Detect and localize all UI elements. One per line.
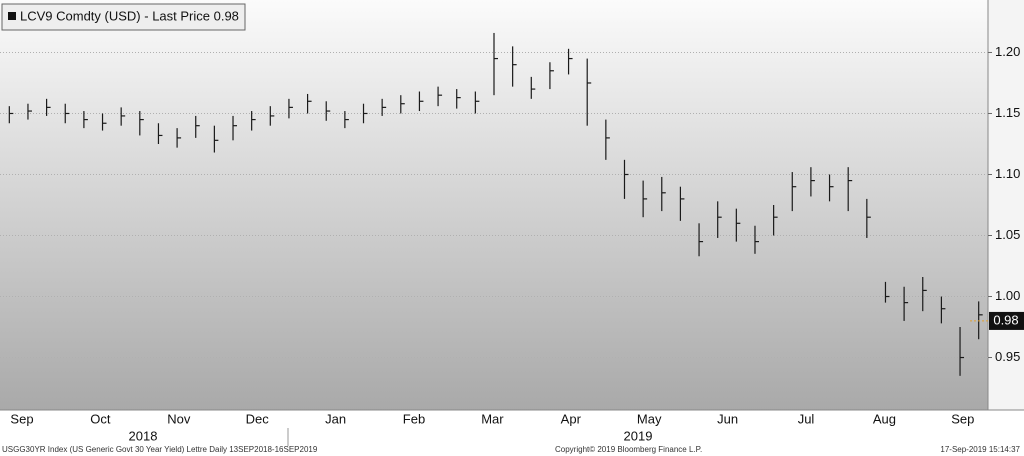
x-tick-label: Sep bbox=[951, 411, 974, 426]
axis-area bbox=[988, 0, 1024, 410]
last-price-box bbox=[989, 311, 1024, 330]
x-tick-label: Aug bbox=[873, 411, 896, 426]
x-tick-label: Apr bbox=[561, 411, 582, 426]
x-tick-label: May bbox=[637, 411, 662, 426]
x-tick-label: Sep bbox=[10, 411, 33, 426]
chart-title: LCV9 Comdty (USD) - Last Price 0.98 bbox=[20, 8, 239, 23]
y-tick-label: 1.05 bbox=[995, 227, 1020, 242]
x-tick-label: Feb bbox=[403, 411, 425, 426]
footer-left: USGG30YR Index (US Generic Govt 30 Year … bbox=[2, 445, 318, 454]
x-tick-label: Jun bbox=[717, 411, 738, 426]
x-tick-label: Oct bbox=[90, 411, 111, 426]
y-tick-label: 0.95 bbox=[995, 349, 1020, 364]
last-price-label: 0.98 bbox=[993, 312, 1018, 327]
year-label: 2019 bbox=[624, 428, 653, 443]
year-label: 2018 bbox=[129, 428, 158, 443]
x-tick-label: Jul bbox=[798, 411, 815, 426]
footer-center: Copyright© 2019 Bloomberg Finance L.P. bbox=[555, 445, 702, 454]
x-tick-label: Dec bbox=[246, 411, 270, 426]
title-box bbox=[1, 3, 246, 31]
x-tick-label: Mar bbox=[481, 411, 504, 426]
y-tick-label: 1.10 bbox=[995, 166, 1020, 181]
legend-swatch bbox=[8, 12, 16, 20]
y-tick-label: 1.15 bbox=[995, 105, 1020, 120]
y-tick-label: 1.20 bbox=[995, 44, 1020, 59]
x-tick-label: Jan bbox=[325, 411, 346, 426]
y-tick-label: 1.00 bbox=[995, 288, 1020, 303]
x-tick-label: Nov bbox=[167, 411, 191, 426]
footer-right: 17-Sep-2019 15:14:37 bbox=[940, 445, 1020, 454]
